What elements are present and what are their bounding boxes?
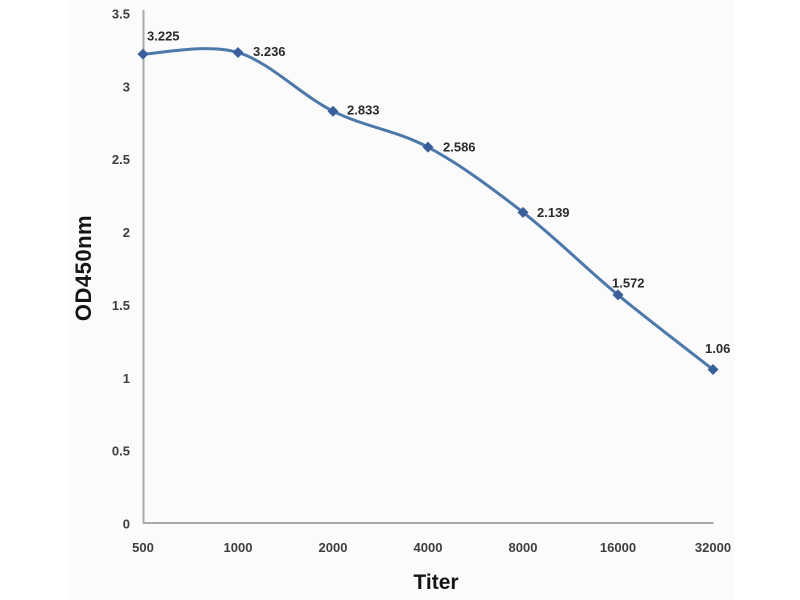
x-tick-label: 1000 bbox=[224, 540, 253, 555]
y-tick-label: 3 bbox=[123, 79, 130, 94]
data-point-label: 2.139 bbox=[537, 205, 570, 220]
data-point-marker bbox=[422, 141, 434, 153]
data-point-label: 3.236 bbox=[253, 44, 286, 59]
y-tick-label: 2 bbox=[123, 225, 130, 240]
data-point-marker bbox=[137, 48, 149, 60]
data-point-marker bbox=[517, 206, 529, 218]
y-tick-label: 0.5 bbox=[112, 444, 130, 459]
x-tick-label: 500 bbox=[132, 540, 154, 555]
series-line bbox=[141, 47, 715, 372]
x-axis-title: Titer bbox=[413, 571, 459, 594]
data-point-label: 1.572 bbox=[612, 275, 645, 290]
y-axis-title: OD450nm bbox=[71, 214, 96, 322]
y-tick-label: 1 bbox=[123, 371, 130, 386]
data-point-marker bbox=[232, 46, 244, 58]
data-point-marker bbox=[707, 364, 719, 376]
data-point-label: 2.833 bbox=[347, 103, 380, 118]
x-tick-label: 2000 bbox=[319, 540, 348, 555]
data-point-label: 2.586 bbox=[443, 140, 476, 155]
data-point-marker bbox=[612, 289, 624, 301]
y-tick-label: 0 bbox=[123, 517, 130, 532]
x-tick-label: 8000 bbox=[509, 540, 538, 555]
x-tick-label: 32000 bbox=[695, 540, 731, 555]
y-tick-label: 1.5 bbox=[112, 298, 130, 313]
y-tick-label: 3.5 bbox=[112, 7, 130, 22]
y-tick-label: 2.5 bbox=[112, 152, 130, 167]
x-tick-label: 16000 bbox=[600, 540, 636, 555]
x-tick-label: 4000 bbox=[414, 540, 443, 555]
data-point-label: 3.225 bbox=[147, 29, 180, 44]
data-point-marker bbox=[327, 105, 339, 117]
data-point-label: 1.06 bbox=[705, 341, 730, 356]
